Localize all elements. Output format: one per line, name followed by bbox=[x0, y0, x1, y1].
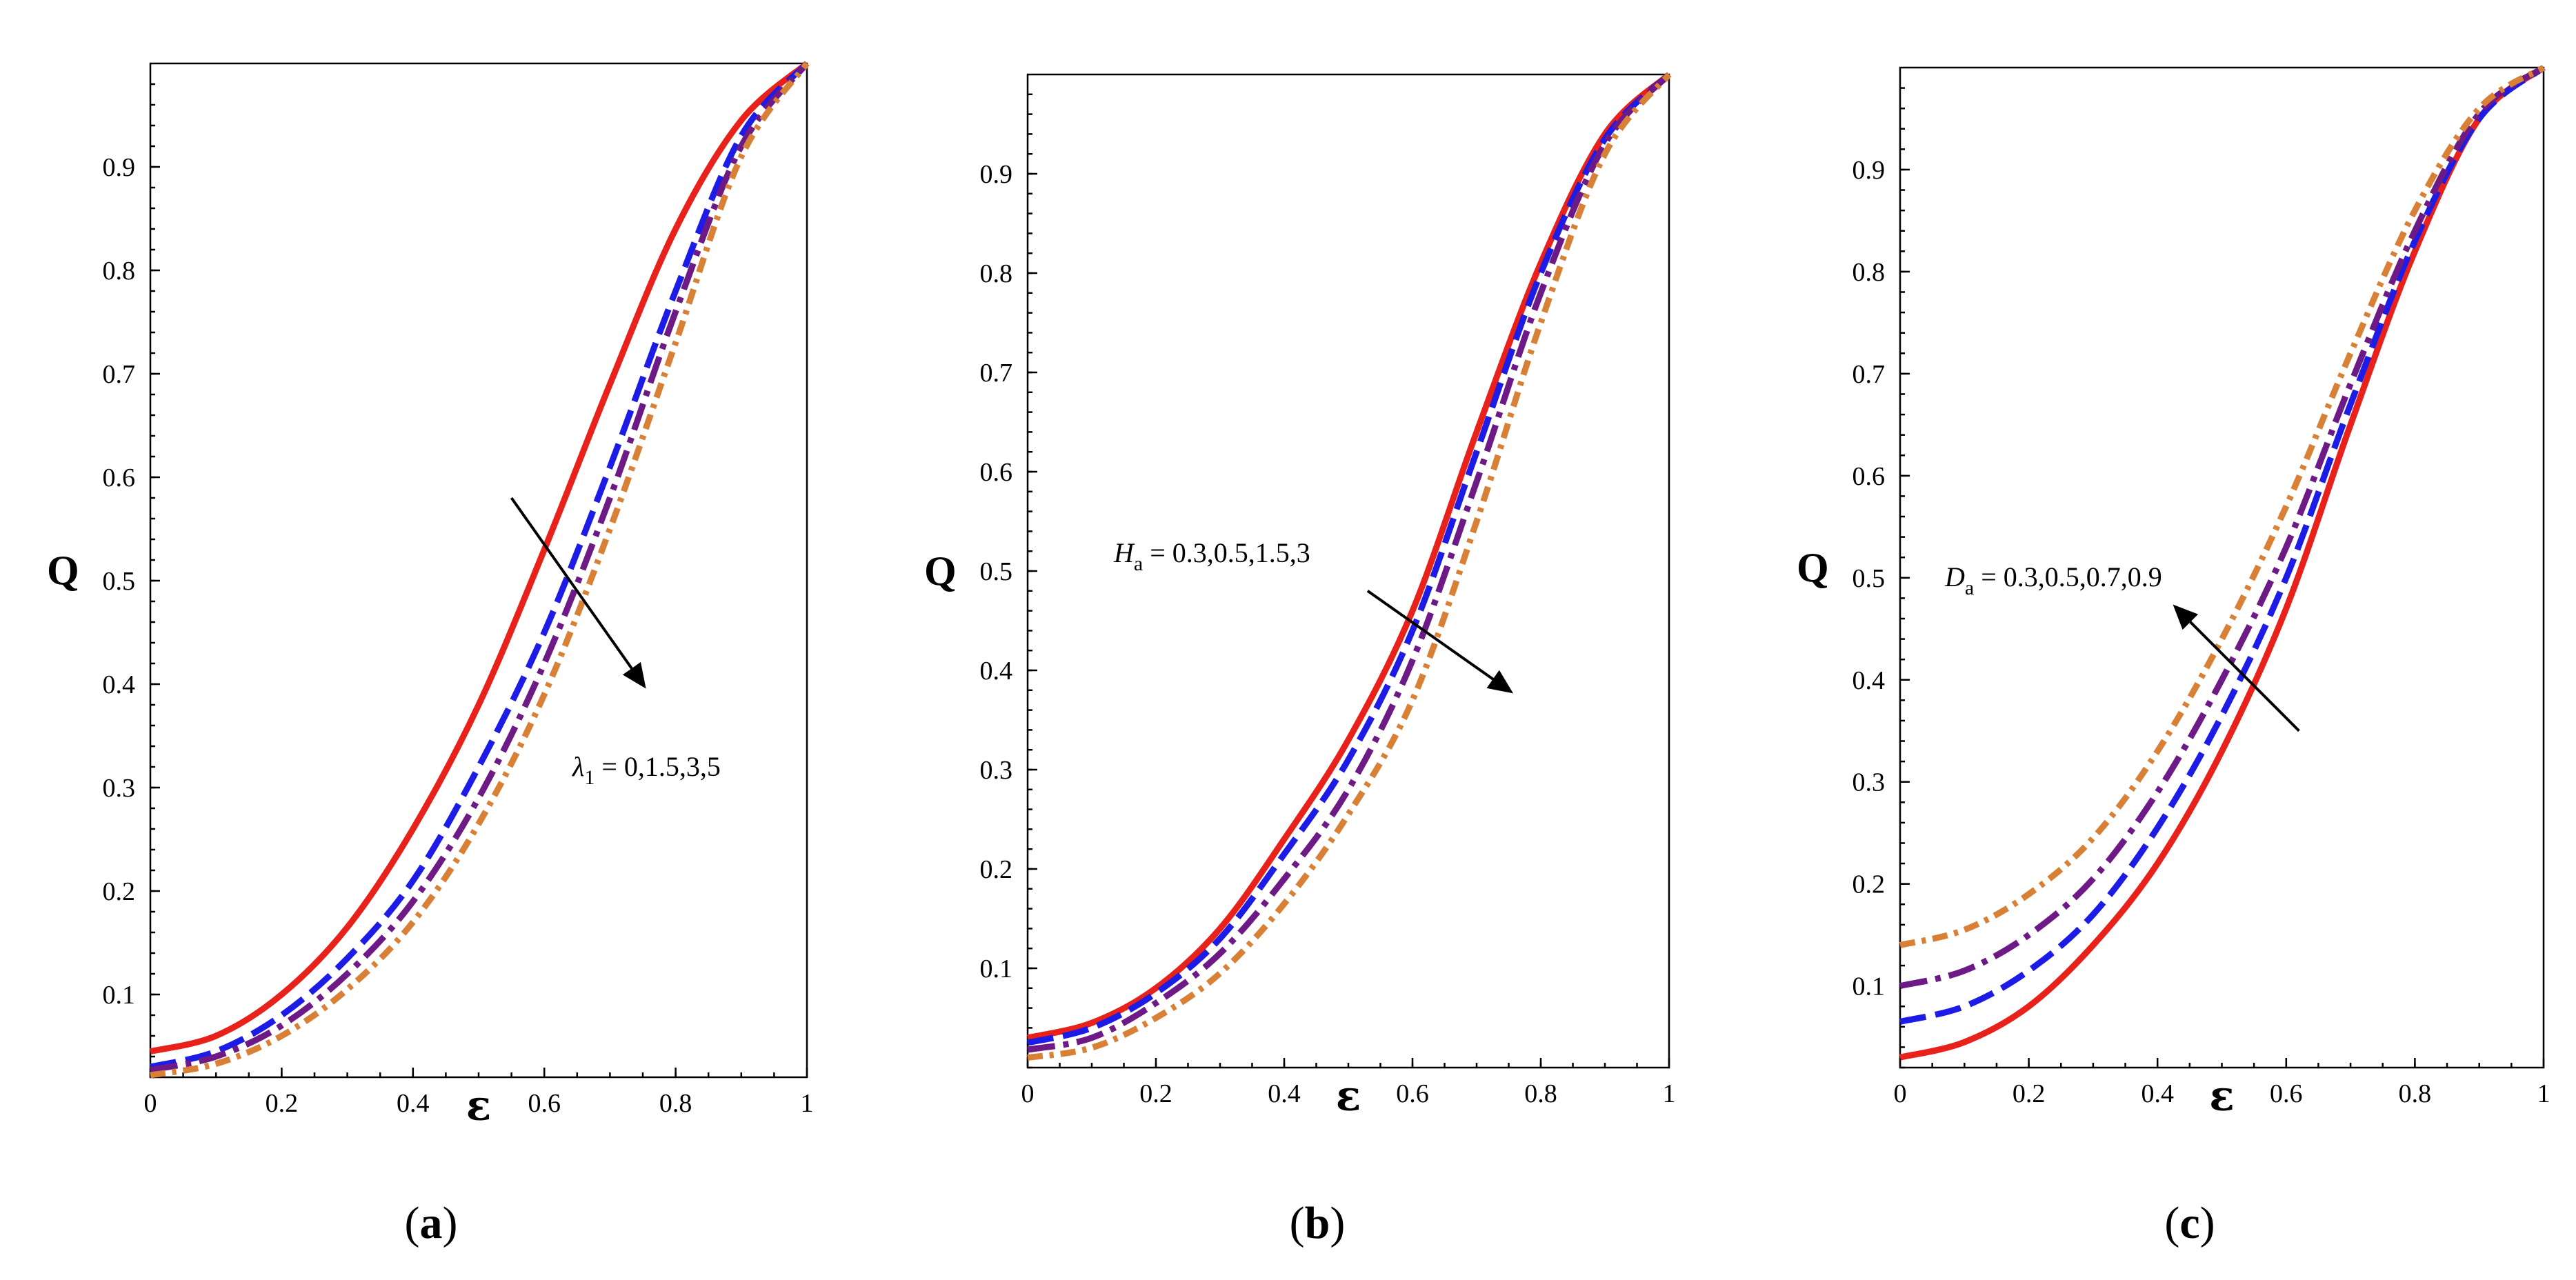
y-tick-label: 0.7 bbox=[103, 360, 136, 389]
x-tick-label: 0.4 bbox=[2141, 1079, 2174, 1108]
x-tick-label: 1 bbox=[801, 1089, 814, 1118]
plot-frame bbox=[149, 62, 808, 1079]
y-tick-label: 0.2 bbox=[103, 877, 136, 906]
series-line bbox=[1026, 72, 1672, 1046]
caption-close: ) bbox=[443, 1198, 458, 1248]
series-line bbox=[1899, 65, 2546, 948]
annotation-values: = 0.3,0.5,1.5,3 bbox=[1143, 537, 1310, 568]
x-tick-label: 0.6 bbox=[2270, 1079, 2303, 1108]
y-tick-label: 0.6 bbox=[103, 463, 136, 492]
caption-open: ( bbox=[2164, 1198, 2179, 1248]
annotation-subscript: 1 bbox=[584, 766, 595, 789]
x-tick-label: 0.6 bbox=[528, 1089, 561, 1118]
y-tick-label: 0.5 bbox=[103, 567, 136, 596]
y-axis-title: Q bbox=[47, 548, 79, 593]
x-tick-label: 0 bbox=[1894, 1079, 1907, 1108]
y-axis-title: Q bbox=[1797, 545, 1829, 590]
y-tick-label: 0.8 bbox=[980, 259, 1013, 288]
y-tick-label: 0.4 bbox=[980, 657, 1013, 686]
y-tick-label: 0.7 bbox=[980, 359, 1013, 388]
x-tick-label: 1 bbox=[1663, 1079, 1676, 1108]
parameter-annotation: Da = 0.3,0.5,0.7,0.9 bbox=[1944, 561, 2162, 599]
y-tick-label: 0.8 bbox=[103, 257, 136, 286]
x-tick-label: 0.8 bbox=[659, 1089, 692, 1118]
trend-arrow bbox=[2173, 604, 2300, 732]
caption-letter: b bbox=[1305, 1198, 1330, 1248]
x-tick-label: 0.2 bbox=[2013, 1079, 2046, 1108]
series-line bbox=[1899, 65, 2546, 1025]
y-tick-label: 0.4 bbox=[1853, 666, 1886, 695]
series-line bbox=[1026, 72, 1672, 1041]
caption-close: ) bbox=[2200, 1198, 2215, 1248]
annotation-symbol: D bbox=[1944, 561, 1965, 592]
trend-arrow bbox=[1366, 590, 1514, 694]
caption-open: ( bbox=[1290, 1198, 1305, 1248]
y-tick-label: 0.9 bbox=[980, 160, 1013, 189]
series-line bbox=[150, 61, 810, 1073]
x-tick-label: 0.2 bbox=[266, 1089, 299, 1118]
series-line bbox=[1899, 65, 2546, 1061]
panel-caption: (c) bbox=[2164, 1198, 2215, 1248]
plot-frame bbox=[1026, 73, 1670, 1069]
panel-b: 0.1 0.2 0.3 0.4 0.5 0.6 0.7 0.8 0.9 0 0.2 0.4 0.6 0.8… bbox=[924, 72, 1676, 1248]
y-tick-label: 0.2 bbox=[1853, 870, 1886, 899]
panel-caption: (b) bbox=[1290, 1198, 1346, 1248]
y-tick-label: 0.9 bbox=[103, 153, 136, 182]
series-line bbox=[1899, 65, 2546, 990]
x-tick-label: 0 bbox=[1021, 1079, 1035, 1108]
x-tick-label: 0.8 bbox=[1524, 1079, 1557, 1108]
series-line bbox=[149, 61, 810, 1070]
panel-c: 0.1 0.2 0.3 0.4 0.5 0.6 0.7 0.8 0.9 0 0.2 0.4 0.6 0.8… bbox=[1797, 65, 2550, 1248]
annotation-subscript: a bbox=[1134, 552, 1143, 575]
y-tick-label: 0.1 bbox=[1853, 972, 1886, 1001]
panel-caption: (a) bbox=[405, 1198, 458, 1248]
panel-a: 0.1 0.2 0.3 0.4 0.5 0.6 0.7 0.8 0.9 0 0.2 0.4 0.6 0.8… bbox=[47, 61, 814, 1248]
y-tick-label: 0.6 bbox=[980, 458, 1013, 487]
y-tick-label: 0.9 bbox=[1853, 156, 1886, 185]
series-line bbox=[1027, 72, 1672, 1053]
y-tick-label: 0.4 bbox=[103, 670, 136, 699]
y-tick-label: 0.3 bbox=[980, 756, 1013, 785]
y-tick-label: 0.6 bbox=[1853, 462, 1886, 491]
x-axis-title: ε bbox=[466, 1082, 491, 1130]
y-tick-label: 0.5 bbox=[1853, 564, 1886, 593]
caption-close: ) bbox=[1330, 1198, 1345, 1248]
y-tick-label: 0.8 bbox=[1853, 258, 1886, 287]
parameter-annotation: Ha = 0.3,0.5,1.5,3 bbox=[1113, 537, 1310, 575]
series-line bbox=[149, 61, 809, 1054]
parameter-annotation: λ1 = 0,1.5,3,5 bbox=[572, 751, 721, 789]
annotation-values: = 0,1.5,3,5 bbox=[595, 751, 721, 782]
y-tick-label: 0.1 bbox=[103, 981, 136, 1010]
caption-letter: c bbox=[2179, 1198, 2199, 1248]
y-tick-label: 0.2 bbox=[980, 855, 1013, 884]
x-tick-label: 0.8 bbox=[2399, 1079, 2432, 1108]
series-line bbox=[1027, 72, 1672, 1061]
y-tick-label: 0.3 bbox=[1853, 768, 1886, 797]
y-tick-label: 0.5 bbox=[980, 557, 1013, 586]
y-tick-label: 0.3 bbox=[103, 774, 136, 803]
x-tick-label: 0.6 bbox=[1396, 1079, 1429, 1108]
annotation-subscript: a bbox=[1965, 577, 1974, 599]
annotation-values: = 0.3,0.5,0.7,0.9 bbox=[1974, 561, 2162, 592]
y-axis-title: Q bbox=[924, 548, 957, 594]
x-axis-title: ε bbox=[1336, 1072, 1361, 1121]
annotation-symbol: λ bbox=[572, 751, 584, 782]
trend-arrow bbox=[510, 497, 646, 689]
x-tick-label: 0 bbox=[144, 1089, 157, 1118]
x-axis-title: ε bbox=[2209, 1072, 2234, 1121]
series-line bbox=[150, 61, 810, 1079]
caption-letter: a bbox=[420, 1198, 443, 1248]
x-tick-label: 0.2 bbox=[1139, 1079, 1172, 1108]
caption-open: ( bbox=[405, 1198, 420, 1248]
y-tick-label: 0.7 bbox=[1853, 360, 1886, 389]
annotation-symbol: H bbox=[1113, 537, 1135, 568]
x-tick-label: 1 bbox=[2537, 1079, 2550, 1108]
x-tick-label: 0.4 bbox=[397, 1089, 430, 1118]
x-tick-label: 0.4 bbox=[1268, 1079, 1301, 1108]
y-tick-label: 0.1 bbox=[980, 954, 1013, 983]
